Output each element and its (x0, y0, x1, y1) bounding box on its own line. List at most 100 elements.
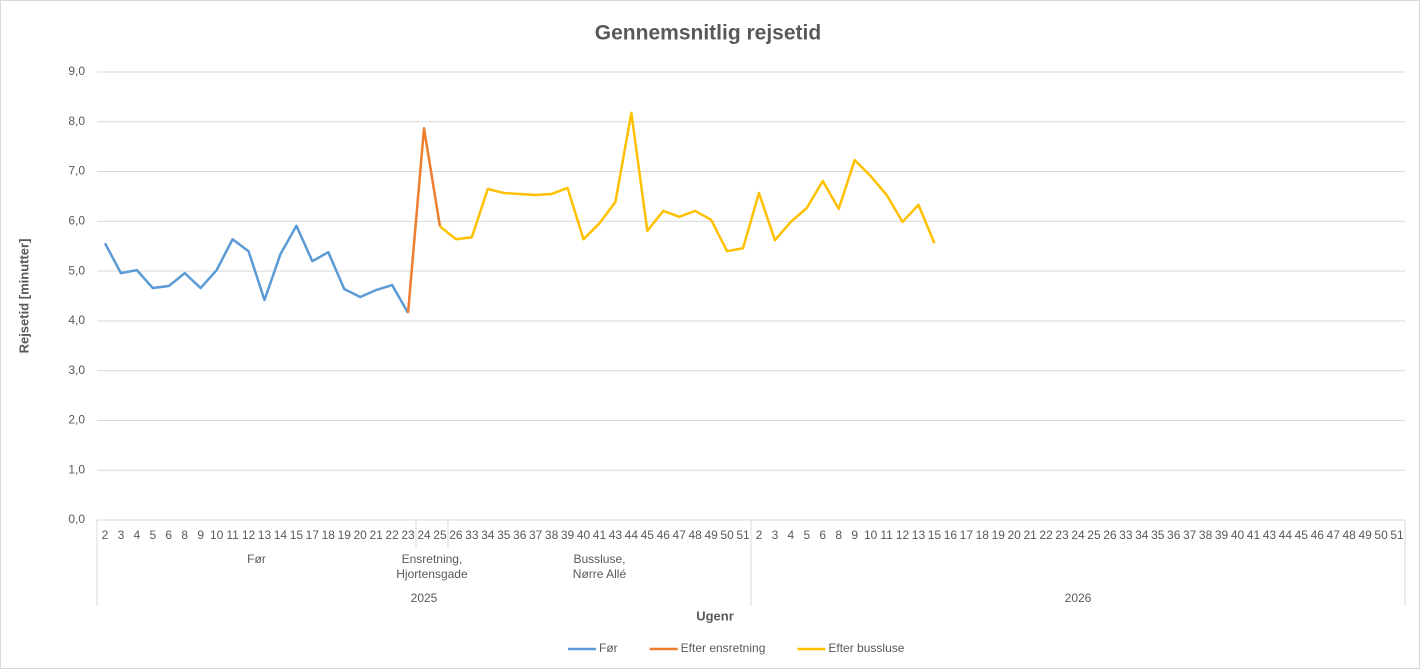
x-tick-label: 45 (1295, 528, 1309, 542)
x-tick-label: 13 (912, 528, 926, 542)
x-tick-label: 6 (165, 528, 172, 542)
x-tick-label: 33 (1119, 528, 1133, 542)
x-tick-label: 20 (1008, 528, 1022, 542)
x-tick-label: 14 (274, 528, 288, 542)
x-tick-label: 24 (1071, 528, 1085, 542)
y-tick-label: 2,0 (68, 413, 85, 427)
x-tick-label: 47 (673, 528, 687, 542)
y-tick-label: 7,0 (68, 164, 85, 178)
x-tick-label: 40 (1231, 528, 1245, 542)
x-tick-label: 22 (1039, 528, 1053, 542)
x-tick-label: 18 (976, 528, 990, 542)
x-tick-label: 20 (354, 528, 368, 542)
x-tick-label: 8 (181, 528, 188, 542)
x-tick-label: 46 (1311, 528, 1325, 542)
legend-label: Før (599, 641, 618, 655)
x-tick-label: 44 (625, 528, 639, 542)
x-tick-label: 48 (688, 528, 702, 542)
year-label: 2025 (411, 591, 438, 605)
x-tick-label: 35 (1151, 528, 1165, 542)
x-tick-label: 11 (226, 528, 239, 542)
series-line (103, 224, 410, 314)
x-tick-label: 39 (1215, 528, 1229, 542)
x-tick-label: 21 (1023, 528, 1037, 542)
x-tick-label: 41 (593, 528, 607, 542)
y-tick-label: 9,0 (68, 64, 85, 78)
x-tick-label: 4 (134, 528, 141, 542)
x-tick-label: 51 (736, 528, 750, 542)
x-tick-label: 26 (449, 528, 463, 542)
y-tick-label: 1,0 (68, 462, 85, 476)
x-tick-label: 51 (1390, 528, 1404, 542)
group-label: Hjortensgade (396, 567, 468, 581)
x-tick-label: 6 (819, 528, 826, 542)
x-tick-label: 19 (338, 528, 352, 542)
y-tick-label: 5,0 (68, 263, 85, 277)
x-tick-label: 50 (720, 528, 734, 542)
x-tick-label: 33 (465, 528, 479, 542)
x-tick-label: 49 (1358, 528, 1372, 542)
y-tick-label: 4,0 (68, 313, 85, 327)
x-tick-label: 22 (385, 528, 399, 542)
x-tick-label: 26 (1103, 528, 1117, 542)
x-tick-label: 3 (118, 528, 125, 542)
x-tick-label: 12 (896, 528, 910, 542)
x-tick-label: 38 (1199, 528, 1213, 542)
x-tick-label: 15 (290, 528, 304, 542)
legend-label: Efter bussluse (828, 641, 904, 655)
x-tick-label: 9 (197, 528, 204, 542)
legend-label: Efter ensretning (681, 641, 766, 655)
group-label: Nørre Allé (573, 567, 627, 581)
x-tick-label: 23 (1055, 528, 1069, 542)
x-axis-title: Ugenr (696, 608, 734, 623)
x-tick-label: 17 (960, 528, 974, 542)
x-tick-label: 34 (481, 528, 495, 542)
x-tick-label: 13 (258, 528, 272, 542)
x-tick-label: 37 (529, 528, 543, 542)
x-tick-label: 5 (803, 528, 810, 542)
x-tick-label: 43 (609, 528, 623, 542)
series-line (406, 127, 442, 314)
chart-title: Gennemsnitlig rejsetid (595, 22, 821, 45)
x-tick-label: 44 (1279, 528, 1293, 542)
x-tick-label: 21 (369, 528, 383, 542)
x-tick-label: 19 (992, 528, 1006, 542)
x-tick-label: 25 (1087, 528, 1101, 542)
x-tick-label: 48 (1342, 528, 1356, 542)
x-tick-label: 10 (864, 528, 878, 542)
y-axis-title: Rejsetid [minutter] (16, 239, 31, 354)
x-tick-label: 49 (704, 528, 718, 542)
x-tick-label: 46 (657, 528, 671, 542)
group-label: Bussluse, (573, 552, 625, 566)
x-tick-label: 34 (1135, 528, 1149, 542)
y-tick-label: 3,0 (68, 363, 85, 377)
x-tick-label: 2 (102, 528, 109, 542)
series-line (439, 111, 936, 253)
x-tick-label: 40 (577, 528, 591, 542)
x-tick-label: 39 (561, 528, 575, 542)
y-tick-label: 0,0 (68, 512, 85, 526)
x-tick-label: 3 (772, 528, 779, 542)
x-tick-label: 12 (242, 528, 256, 542)
x-tick-label: 10 (210, 528, 224, 542)
x-tick-label: 36 (513, 528, 527, 542)
x-tick-label: 36 (1167, 528, 1181, 542)
x-tick-label: 45 (641, 528, 655, 542)
x-tick-label: 2 (756, 528, 763, 542)
x-tick-label: 47 (1327, 528, 1341, 542)
y-tick-label: 6,0 (68, 214, 85, 228)
x-tick-label: 41 (1247, 528, 1261, 542)
x-tick-label: 5 (149, 528, 156, 542)
x-tick-label: 50 (1374, 528, 1388, 542)
year-label: 2026 (1065, 591, 1092, 605)
x-tick-label: 24 (417, 528, 431, 542)
x-tick-label: 4 (788, 528, 795, 542)
group-label: Før (247, 552, 266, 566)
x-tick-label: 18 (322, 528, 336, 542)
x-tick-label: 17 (306, 528, 320, 542)
x-tick-label: 38 (545, 528, 559, 542)
x-tick-label: 8 (835, 528, 842, 542)
x-tick-label: 11 (880, 528, 893, 542)
